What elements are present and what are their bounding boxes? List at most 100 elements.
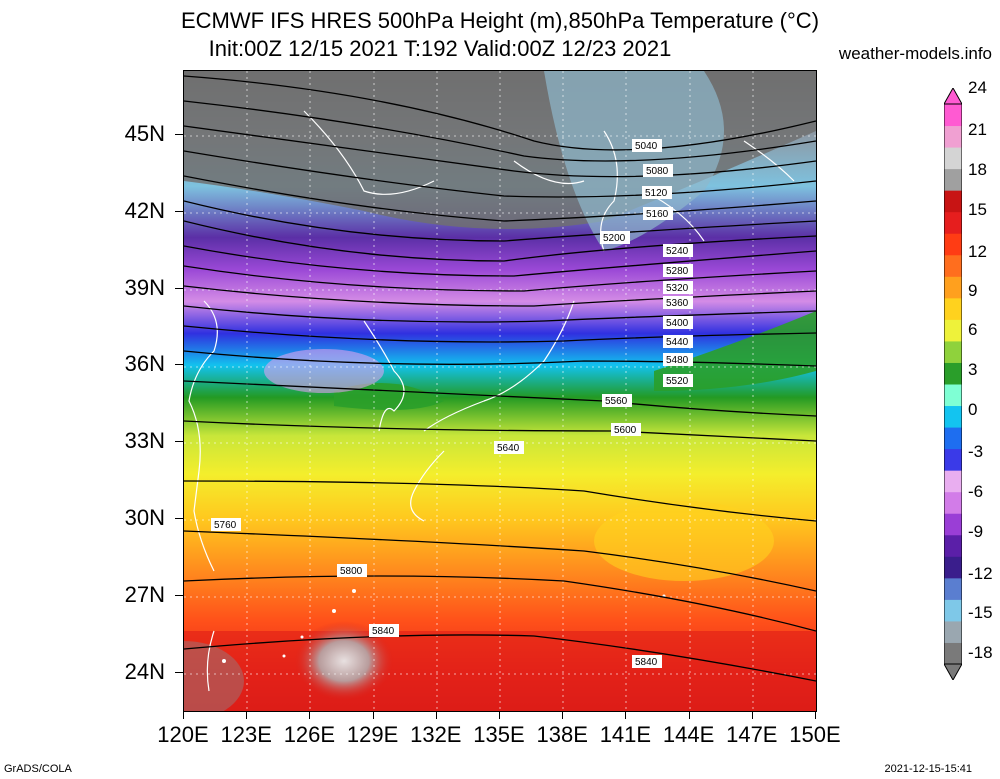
colorbar-segment [944,104,962,127]
grid-overlay [184,71,816,711]
lon-tick [372,711,374,719]
lat-tick-label: 36N [124,351,165,377]
lat-tick [175,134,183,135]
lon-tick-label: 144E [662,722,715,747]
contour-label: 5760 [214,520,237,531]
colorbar-max-arrow [944,88,962,105]
lon-tick-label: 138E [536,722,588,747]
lon-tick [562,711,564,719]
lon-tick-label: 141E [599,722,652,747]
lon-tick-label: 147E [726,722,778,747]
lon-tick-label: 150E [789,722,841,747]
lon-tick-label: 129E [346,722,399,747]
contour-label: 5320 [666,283,689,294]
colorbar-border [944,103,962,665]
colorbar-segment [944,642,962,665]
colorbar-label: 18 [968,160,987,179]
lon-tick [246,711,248,719]
colorbar-label: -3 [968,442,984,461]
colorbar-segment [944,254,962,277]
lat-tick-label: 33N [124,428,165,454]
colorbar-segment [944,276,962,299]
colorbar-label: 0 [968,400,978,419]
lat-tick [175,287,183,289]
footer-credit: GrADS/COLA [4,763,72,775]
contour-label: 5480 [666,355,689,366]
contour-label: 5840 [635,657,658,668]
lon-tick [435,711,437,719]
contour-label: 5080 [646,166,669,177]
colorbar-segment [944,599,962,622]
colorbar-label: 12 [968,242,987,261]
colorbar-segment [944,491,962,514]
contour-label: 5600 [614,425,637,436]
height-contours: 5040 5080 5120 5160 5200 5240 5280 5320 … [184,75,816,682]
colorbar-segment [944,168,962,191]
lat-tick [175,364,183,366]
colorbar-segment [944,448,962,471]
colorbar-label: -9 [968,522,984,541]
lon-tick-label: 132E [410,722,462,747]
footer-timestamp: 2021-12-15-15:41 [884,763,972,775]
colorbar-segment [944,556,962,579]
contour-label: 5040 [635,141,658,152]
colorbar-label: 9 [968,281,978,300]
colorbar-label: -18 [968,643,993,662]
contour-label: 5560 [605,396,628,407]
lat-tick-label: 24N [124,658,165,684]
colorbar-label: -6 [968,482,984,501]
lon-tick-label: 120E [157,722,209,747]
lon-tick-label: 135E [473,722,525,747]
lat-tick [175,594,183,596]
contour-label: 5400 [666,318,689,329]
lon-tick-label: 123E [220,722,272,747]
colorbar-segment [944,190,962,213]
contour-label: 5240 [666,246,689,257]
contour-label: 5160 [646,209,669,220]
colorbar-segment [944,147,962,170]
lat-tick [175,210,183,212]
map-area: 5040 5080 5120 5160 5200 5240 5280 5320 … [183,70,817,712]
colorbar-segment [944,513,962,536]
colorbar-segment [944,211,962,234]
lat-tick-label: 42N [124,197,165,223]
contour-label: 5840 [372,626,395,637]
map-title: ECMWF IFS HRES 500hPa Height (m),850hPa … [180,8,820,33]
contour-label: 5360 [666,298,689,309]
lon-tick [688,711,690,719]
colorbar-label: 24 [968,78,987,97]
lat-tick-label: 30N [124,505,165,530]
contour-label: 5280 [666,266,689,277]
colorbar-segment [944,233,962,256]
colorbar-label: 15 [968,200,987,219]
lat-tick [175,441,183,443]
lat-tick-label: 39N [124,274,165,300]
colorbar-segment [944,427,962,450]
lat-tick-label: 45N [124,121,165,146]
contour-label: 5520 [666,376,689,387]
colorbar-label: 6 [968,320,978,339]
colorbar-label: -15 [968,603,993,622]
contour-label: 5440 [666,337,689,348]
lon-tick [309,711,311,719]
colorbar-segment [944,534,962,557]
lon-tick [815,711,816,719]
contour-label: 5120 [645,188,668,199]
colorbar-segment [944,620,962,643]
lat-tick [175,671,183,673]
contour-labels: 5040 5080 5120 5160 5200 5240 5280 5320 … [211,139,693,668]
colorbar-label: -12 [968,564,993,583]
contour-label: 5800 [340,566,363,577]
lon-tick [183,711,184,719]
lat-tick [175,518,183,519]
colorbar-segment [944,470,962,493]
colorbar [944,88,962,680]
map-subtitle: Init:00Z 12/15 2021 T:192 Valid:00Z 12/2… [208,36,672,61]
coastline-overlay [188,110,795,692]
colorbar-label: 3 [968,360,978,379]
colorbar-segment [944,340,962,363]
lon-tick-label: 126E [283,722,336,747]
colorbar-segment [944,405,962,428]
contour-label: 5640 [497,443,520,454]
colorbar-segment [944,384,962,407]
